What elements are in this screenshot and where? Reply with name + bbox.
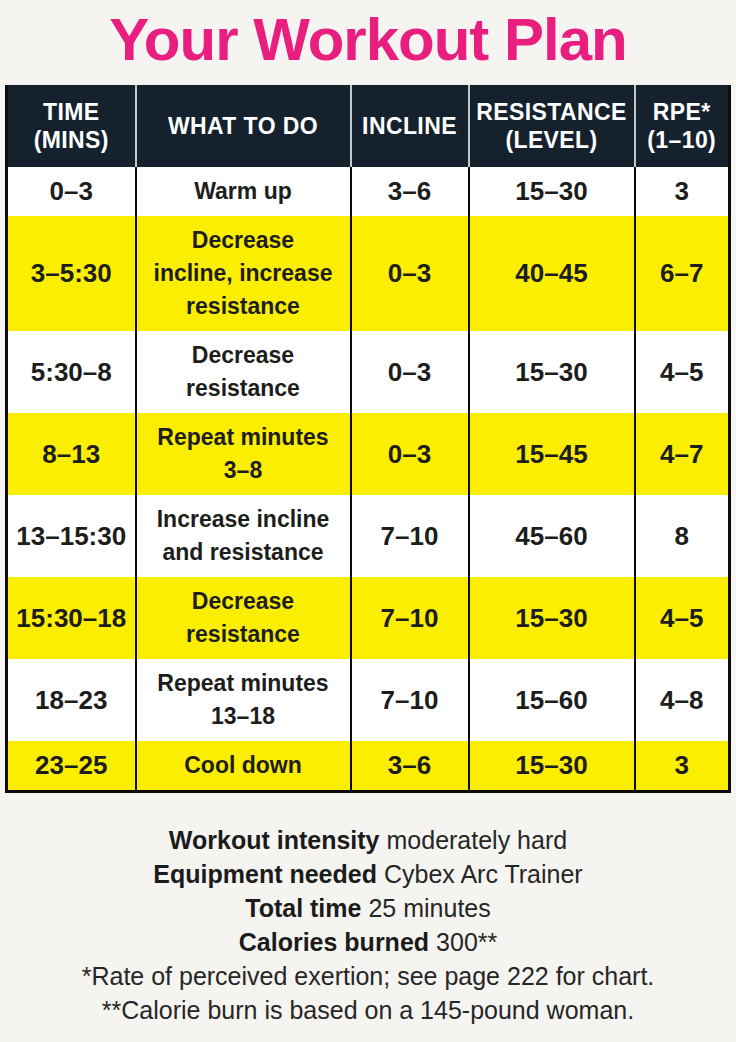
cell-time: 18–23 bbox=[7, 659, 136, 741]
table-body: 0–3 Warm up 3–6 15–30 3 3–5:30 Decrease … bbox=[7, 167, 730, 792]
workout-table: TIME (MINS) WHAT TO DO INCLINE RESISTANC… bbox=[5, 85, 731, 793]
cell-resistance: 15–30 bbox=[469, 167, 635, 216]
table-row: 13–15:30 Increase incline and resistance… bbox=[7, 495, 730, 577]
table-row: 0–3 Warm up 3–6 15–30 3 bbox=[7, 167, 730, 216]
cell-rpe: 4–5 bbox=[635, 577, 730, 659]
cell-time: 8–13 bbox=[7, 413, 136, 495]
cell-what-to-do: Repeat minutes 3–8 bbox=[136, 413, 351, 495]
footnote-rpe: *Rate of perceived exertion; see page 22… bbox=[0, 961, 736, 992]
cell-incline: 7–10 bbox=[351, 495, 469, 577]
note-label: Calories burned bbox=[239, 928, 429, 956]
cell-rpe: 3 bbox=[635, 167, 730, 216]
note-total-time: Total time25 minutes bbox=[0, 893, 736, 924]
cell-rpe: 4–5 bbox=[635, 331, 730, 413]
cell-resistance: 15–60 bbox=[469, 659, 635, 741]
cell-time: 13–15:30 bbox=[7, 495, 136, 577]
cell-resistance: 45–60 bbox=[469, 495, 635, 577]
cell-time: 0–3 bbox=[7, 167, 136, 216]
cell-incline: 0–3 bbox=[351, 413, 469, 495]
table-row: 3–5:30 Decrease incline, increase resist… bbox=[7, 216, 730, 331]
cell-what-to-do: Decrease resistance bbox=[136, 577, 351, 659]
table-row: 8–13 Repeat minutes 3–8 0–3 15–45 4–7 bbox=[7, 413, 730, 495]
note-label: Equipment needed bbox=[153, 860, 377, 888]
column-header-time: TIME (MINS) bbox=[7, 85, 136, 167]
cell-what-to-do: Decrease resistance bbox=[136, 331, 351, 413]
cell-what-to-do: Repeat minutes 13–18 bbox=[136, 659, 351, 741]
cell-time: 23–25 bbox=[7, 741, 136, 792]
cell-what-to-do: Warm up bbox=[136, 167, 351, 216]
cell-time: 3–5:30 bbox=[7, 216, 136, 331]
note-label: Total time bbox=[245, 894, 361, 922]
cell-incline: 7–10 bbox=[351, 659, 469, 741]
cell-resistance: 15–45 bbox=[469, 413, 635, 495]
cell-time: 5:30–8 bbox=[7, 331, 136, 413]
cell-rpe: 4–8 bbox=[635, 659, 730, 741]
column-header-incline: INCLINE bbox=[351, 85, 469, 167]
column-header-rpe: RPE* (1–10) bbox=[635, 85, 730, 167]
cell-what-to-do: Cool down bbox=[136, 741, 351, 792]
footnote-calorie-burn: **Calorie burn is based on a 145-pound w… bbox=[0, 995, 736, 1026]
table-row: 23–25 Cool down 3–6 15–30 3 bbox=[7, 741, 730, 792]
cell-rpe: 3 bbox=[635, 741, 730, 792]
column-header-resistance: RESISTANCE (LEVEL) bbox=[469, 85, 635, 167]
cell-rpe: 8 bbox=[635, 495, 730, 577]
cell-what-to-do: Increase incline and resistance bbox=[136, 495, 351, 577]
cell-resistance: 40–45 bbox=[469, 216, 635, 331]
cell-resistance: 15–30 bbox=[469, 577, 635, 659]
cell-rpe: 6–7 bbox=[635, 216, 730, 331]
cell-incline: 7–10 bbox=[351, 577, 469, 659]
cell-resistance: 15–30 bbox=[469, 741, 635, 792]
workout-notes: Workout intensitymoderately hard Equipme… bbox=[0, 825, 736, 1026]
cell-incline: 0–3 bbox=[351, 216, 469, 331]
note-workout-intensity: Workout intensitymoderately hard bbox=[0, 825, 736, 856]
cell-time: 15:30–18 bbox=[7, 577, 136, 659]
workout-plan-page: Your Workout Plan TIME (MINS) WHAT TO DO… bbox=[0, 0, 736, 1042]
column-header-what-to-do: WHAT TO DO bbox=[136, 85, 351, 167]
cell-what-to-do: Decrease incline, increase resistance bbox=[136, 216, 351, 331]
table-row: 18–23 Repeat minutes 13–18 7–10 15–60 4–… bbox=[7, 659, 730, 741]
note-equipment-needed: Equipment neededCybex Arc Trainer bbox=[0, 859, 736, 890]
note-value: 25 minutes bbox=[368, 894, 490, 922]
cell-resistance: 15–30 bbox=[469, 331, 635, 413]
cell-incline: 3–6 bbox=[351, 741, 469, 792]
note-value: 300** bbox=[436, 928, 497, 956]
cell-incline: 0–3 bbox=[351, 331, 469, 413]
cell-rpe: 4–7 bbox=[635, 413, 730, 495]
note-value: Cybex Arc Trainer bbox=[384, 860, 583, 888]
table-row: 5:30–8 Decrease resistance 0–3 15–30 4–5 bbox=[7, 331, 730, 413]
table-row: 15:30–18 Decrease resistance 7–10 15–30 … bbox=[7, 577, 730, 659]
table-header: TIME (MINS) WHAT TO DO INCLINE RESISTANC… bbox=[7, 85, 730, 167]
page-title: Your Workout Plan bbox=[0, 4, 736, 85]
note-calories-burned: Calories burned300** bbox=[0, 927, 736, 958]
header-row: TIME (MINS) WHAT TO DO INCLINE RESISTANC… bbox=[7, 85, 730, 167]
cell-incline: 3–6 bbox=[351, 167, 469, 216]
note-value: moderately hard bbox=[387, 826, 568, 854]
note-label: Workout intensity bbox=[169, 826, 380, 854]
